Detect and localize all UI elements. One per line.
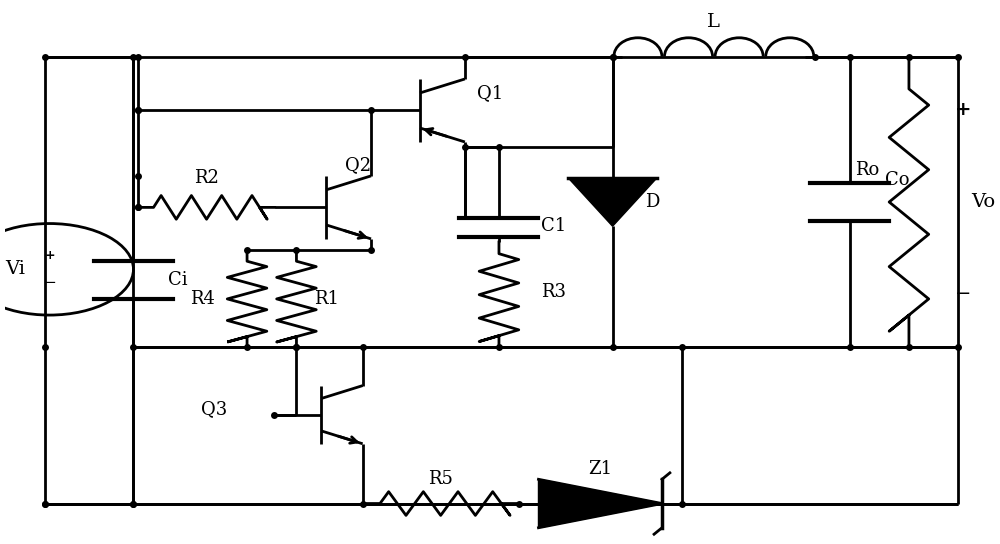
Text: C1: C1 bbox=[541, 217, 566, 235]
Text: L: L bbox=[707, 13, 720, 30]
Text: −: − bbox=[955, 285, 971, 302]
Text: R2: R2 bbox=[194, 169, 219, 187]
Text: Co: Co bbox=[885, 171, 909, 189]
Text: Ci: Ci bbox=[168, 271, 188, 289]
Text: Q3: Q3 bbox=[201, 400, 228, 418]
Text: Vo: Vo bbox=[971, 193, 995, 211]
Text: Vi: Vi bbox=[5, 261, 25, 279]
Text: D: D bbox=[645, 193, 659, 211]
Text: R5: R5 bbox=[428, 471, 453, 489]
Text: R1: R1 bbox=[314, 290, 339, 308]
Text: Ro: Ro bbox=[855, 160, 880, 178]
Text: Q1: Q1 bbox=[477, 84, 504, 102]
Text: R4: R4 bbox=[190, 290, 215, 308]
Text: R3: R3 bbox=[541, 283, 566, 301]
Text: Z1: Z1 bbox=[588, 460, 612, 478]
Text: +: + bbox=[44, 249, 55, 262]
Text: +: + bbox=[955, 102, 972, 120]
Text: −: − bbox=[43, 275, 56, 290]
Text: Q2: Q2 bbox=[345, 156, 371, 175]
Polygon shape bbox=[568, 178, 657, 226]
Polygon shape bbox=[538, 479, 662, 528]
